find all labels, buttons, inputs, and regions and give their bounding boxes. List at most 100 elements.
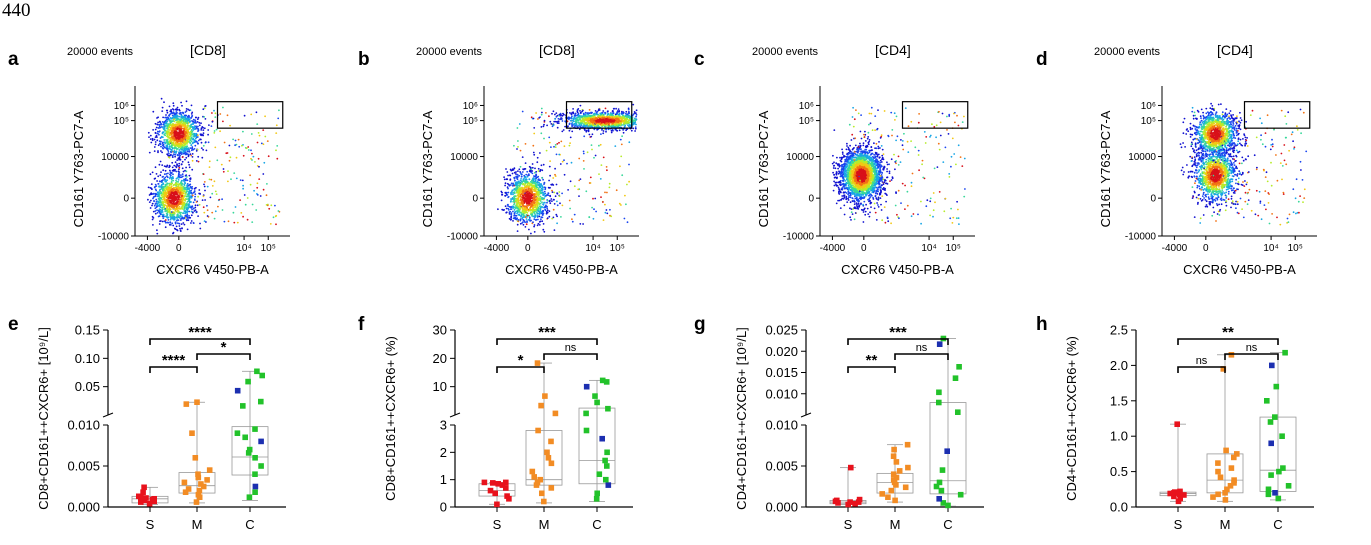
event-dot <box>162 116 165 119</box>
event-dot <box>250 157 252 160</box>
event-dot <box>190 220 193 222</box>
event-dot <box>514 195 516 197</box>
event-dot <box>604 191 606 194</box>
event-dot <box>619 122 622 125</box>
event-dot <box>213 130 216 132</box>
event-dot <box>561 120 564 122</box>
event-dot <box>585 130 588 133</box>
event-dot <box>191 111 194 114</box>
event-dot <box>189 177 191 180</box>
event-dot <box>544 201 546 204</box>
event-dot <box>183 217 186 219</box>
event-dot <box>176 154 179 157</box>
event-dot <box>602 110 605 112</box>
event-dot <box>588 182 591 184</box>
event-dot <box>257 157 260 160</box>
event-dot <box>517 219 520 221</box>
event-dot <box>605 130 607 133</box>
event-dot <box>536 196 539 199</box>
event-dot <box>150 199 152 202</box>
event-dot <box>190 210 193 213</box>
event-dot <box>176 121 179 124</box>
event-dot <box>536 224 539 227</box>
event-dot <box>176 218 179 220</box>
event-dot <box>540 126 543 128</box>
event-dot <box>197 116 200 119</box>
event-dot <box>251 221 254 224</box>
event-dot <box>558 191 561 193</box>
event-dot <box>165 196 168 199</box>
event-dot <box>242 215 245 218</box>
event-dot <box>157 144 160 147</box>
event-dot <box>184 194 186 197</box>
event-dot <box>184 132 187 135</box>
event-dot <box>610 131 613 134</box>
event-dot <box>266 140 269 143</box>
event-dot <box>540 218 542 221</box>
event-dot <box>190 189 193 192</box>
event-dot <box>267 155 270 158</box>
event-dot <box>200 138 202 141</box>
event-dot <box>246 197 249 199</box>
event-dot <box>203 220 206 223</box>
event-dot <box>545 212 548 215</box>
event-dot <box>168 223 171 226</box>
event-dot <box>251 203 254 206</box>
event-dot <box>174 186 177 189</box>
event-dot <box>220 163 223 166</box>
event-dot <box>595 124 598 127</box>
event-dot <box>513 203 515 206</box>
event-dot <box>153 150 156 153</box>
event-dot <box>158 120 161 123</box>
event-dot <box>547 186 550 189</box>
event-dot <box>164 204 167 207</box>
event-dot <box>185 208 188 211</box>
event-dot <box>186 213 189 216</box>
event-dot <box>594 154 597 157</box>
event-dot <box>181 147 184 150</box>
event-dot <box>156 211 159 214</box>
event-dot <box>188 205 191 208</box>
event-dot <box>227 180 229 183</box>
event-dot <box>170 204 173 207</box>
event-dot <box>573 213 576 216</box>
event-dot <box>156 136 158 139</box>
event-dot <box>211 120 214 123</box>
event-dot <box>540 132 543 135</box>
event-dot <box>177 170 180 173</box>
event-dot <box>166 153 169 156</box>
event-dot <box>170 151 173 154</box>
event-dot <box>161 147 164 149</box>
event-dot <box>211 211 214 214</box>
event-dot <box>591 206 593 209</box>
event-dot <box>540 189 543 192</box>
event-dot <box>606 169 608 172</box>
event-dot <box>169 169 171 172</box>
event-dot <box>174 108 177 111</box>
event-dot <box>194 116 197 119</box>
event-dot <box>504 195 507 197</box>
event-dot <box>168 152 170 155</box>
event-dot <box>188 166 191 169</box>
event-dot <box>549 120 552 123</box>
event-dot <box>508 183 510 186</box>
event-dot <box>178 166 181 169</box>
event-dot <box>569 136 572 139</box>
event-dot <box>176 106 179 109</box>
event-dot <box>510 214 513 216</box>
event-dot <box>180 163 183 166</box>
event-dot <box>185 122 187 125</box>
event-dot <box>512 210 514 213</box>
event-dot <box>159 174 162 177</box>
event-dot <box>542 223 545 225</box>
event-dot <box>154 122 157 125</box>
event-dot <box>624 124 626 127</box>
event-dot <box>189 147 192 150</box>
event-dot <box>149 138 152 141</box>
event-dot <box>197 215 200 218</box>
event-dot <box>583 168 585 170</box>
event-dot <box>552 177 555 179</box>
event-dot <box>196 204 199 207</box>
event-dot <box>165 183 168 186</box>
event-dot <box>180 148 183 151</box>
